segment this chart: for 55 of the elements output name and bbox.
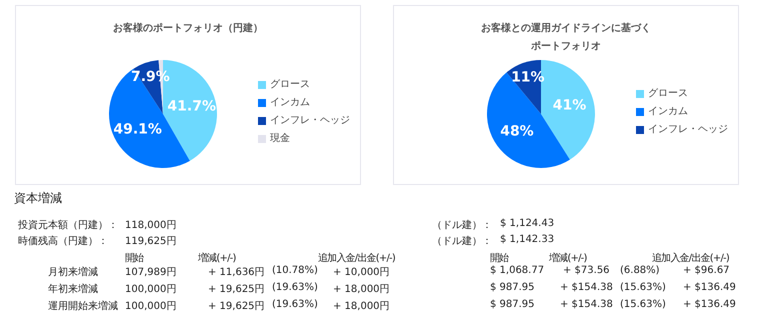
text: (19.63%) <box>272 299 318 310</box>
data-label: 41.7% <box>167 98 216 114</box>
text: + 10,000円 <box>333 266 390 279</box>
text: 追加入金/出金(+/-) <box>652 252 729 265</box>
legend-label: インカム <box>270 96 310 110</box>
text: 資本増減 <box>14 190 62 207</box>
legend-label: グロース <box>648 86 688 100</box>
data-label: 49.1% <box>113 122 162 138</box>
text: $ 1,124.43 <box>500 218 554 229</box>
text: 時価残高（円建）： <box>18 234 108 248</box>
text: + 19,625円 <box>208 300 265 313</box>
text: （ドル建）： <box>432 218 492 232</box>
chart-title: お客様のポートフォリオ（円建） <box>112 21 264 36</box>
legend-label: インフレ・ヘッジ <box>648 122 728 136</box>
legend-label: グロース <box>270 78 310 92</box>
text: （ドル建）： <box>432 234 492 248</box>
text: 100,000円 <box>125 283 176 296</box>
data-label: 41% <box>552 98 586 114</box>
text: 投資元本額（円建）： <box>18 218 118 232</box>
text: 119,625円 <box>125 235 176 248</box>
text: 増減(+/-) <box>549 252 587 265</box>
chart-title: お客様との運用ガイドラインに基づくポートフォリオ <box>480 21 652 54</box>
text: + $154.38 <box>560 299 613 310</box>
text: (15.63%) <box>620 299 666 310</box>
text: 107,989円 <box>125 266 176 279</box>
text: $ 987.95 <box>490 282 535 293</box>
text: (15.63%) <box>620 282 666 293</box>
text: + 19,625円 <box>208 283 265 296</box>
text: 月初来増減 <box>48 266 98 279</box>
text: + $96.67 <box>683 265 730 276</box>
data-label: 48% <box>500 123 534 140</box>
text: 追加入金/出金(+/-) <box>318 252 395 265</box>
text: 運用開始来増減 <box>48 300 118 313</box>
legend-label: インフレ・ヘッジ <box>270 114 350 128</box>
legend-label: インカム <box>648 104 688 118</box>
text: + $136.49 <box>683 282 736 293</box>
text: 増減(+/-) <box>198 252 236 265</box>
text: (6.88%) <box>620 265 660 276</box>
text: + $73.56 <box>563 265 610 276</box>
text: (10.78%) <box>272 265 318 276</box>
text: 118,000円 <box>125 219 176 232</box>
text: + $154.38 <box>560 282 613 293</box>
text: (19.63%) <box>272 282 318 293</box>
text: $ 1,142.33 <box>500 234 554 245</box>
text: 開始 <box>125 252 144 265</box>
text: + 18,000円 <box>333 283 390 296</box>
text: 年初来増減 <box>48 282 98 296</box>
text: + 18,000円 <box>333 300 390 313</box>
text: + 11,636円 <box>208 266 265 279</box>
text: $ 987.95 <box>490 299 535 310</box>
text: 開始 <box>490 252 508 265</box>
text: 100,000円 <box>125 300 176 313</box>
text: + $136.49 <box>683 299 736 310</box>
legend-label: 現金 <box>270 132 290 146</box>
text: $ 1,068.77 <box>490 265 544 276</box>
